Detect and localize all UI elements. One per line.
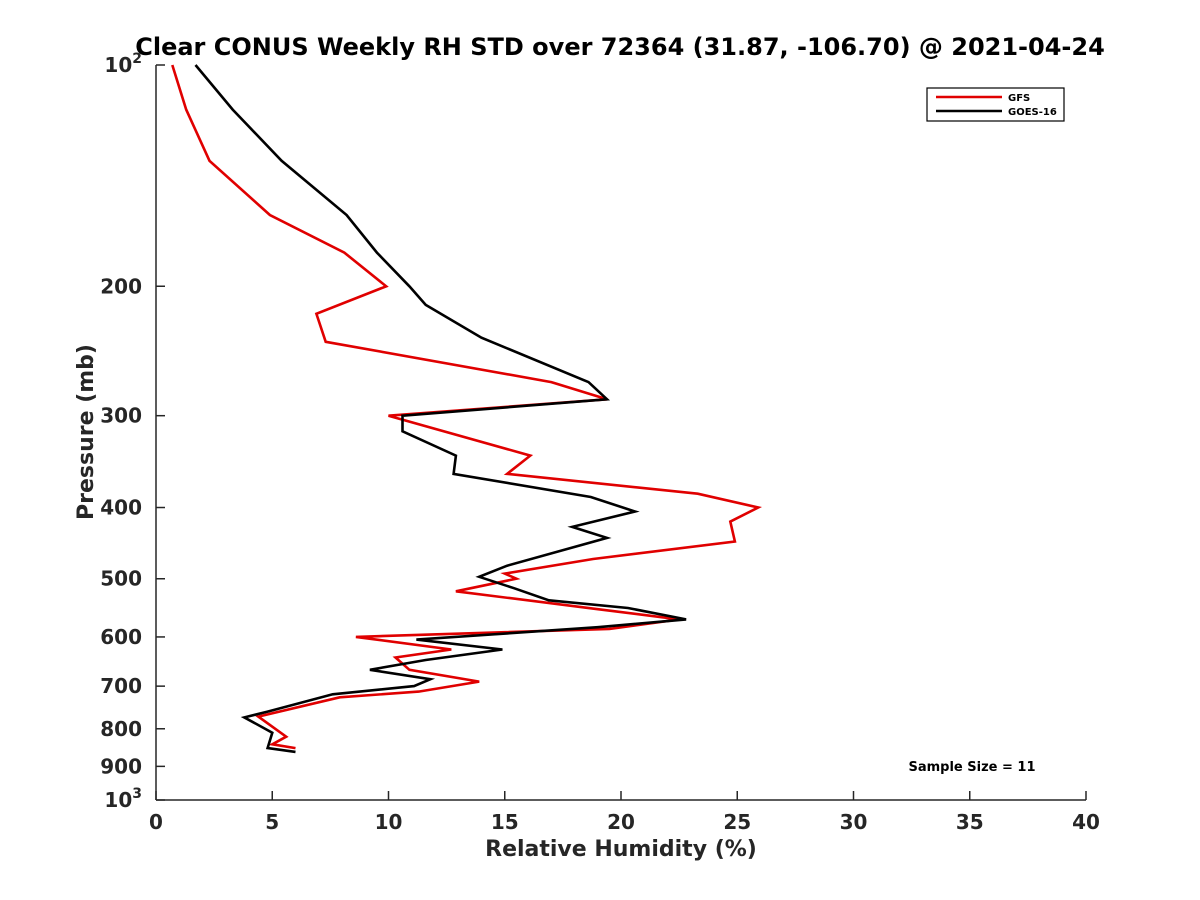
x-tick-label: 0 [149, 810, 163, 834]
y-tick-label: 400 [100, 496, 142, 520]
x-tick-label: 25 [723, 810, 751, 834]
legend-label-goes16: GOES-16 [1008, 107, 1057, 118]
y-tick-label: 800 [100, 717, 142, 741]
x-tick-label: 10 [375, 810, 403, 834]
y-tick-label-exponent: 2 [132, 51, 142, 67]
y-tick-label: 200 [100, 274, 142, 298]
x-ticks: 0 5 10 15 20 25 30 35 40 [149, 791, 1100, 834]
x-tick-label: 15 [491, 810, 519, 834]
x-tick-label: 20 [607, 810, 635, 834]
x-axis-label: Relative Humidity (%) [485, 837, 757, 862]
y-tick-label: 300 [100, 404, 142, 428]
series-layer [171, 64, 763, 754]
chart-title: Clear CONUS Weekly RH STD over 72364 (31… [135, 33, 1105, 61]
y-tick-label-base: 10 [104, 788, 132, 812]
y-tick-label: 600 [100, 625, 142, 649]
y-tick-label: 700 [100, 674, 142, 698]
legend-label-gfs: GFS [1008, 93, 1030, 104]
y-tick-label-base: 10 [104, 53, 132, 77]
series-line-goes16 [194, 64, 687, 754]
y-tick-label: 102 [104, 51, 142, 77]
y-tick-label: 103 [104, 786, 142, 812]
y-tick-label: 500 [100, 567, 142, 591]
sample-size-annotation: Sample Size = 11 [908, 760, 1035, 775]
x-tick-label: 40 [1072, 810, 1100, 834]
legend: GFS GOES-16 [926, 87, 1065, 122]
series-line-gfs [171, 64, 763, 750]
y-axis-label: Pressure (mb) [74, 344, 99, 520]
x-tick-label: 35 [956, 810, 984, 834]
y-tick-label-exponent: 3 [132, 786, 142, 802]
legend-box [926, 87, 1065, 122]
x-tick-label: 5 [265, 810, 279, 834]
y-tick-label: 900 [100, 754, 142, 778]
x-tick-label: 30 [840, 810, 868, 834]
